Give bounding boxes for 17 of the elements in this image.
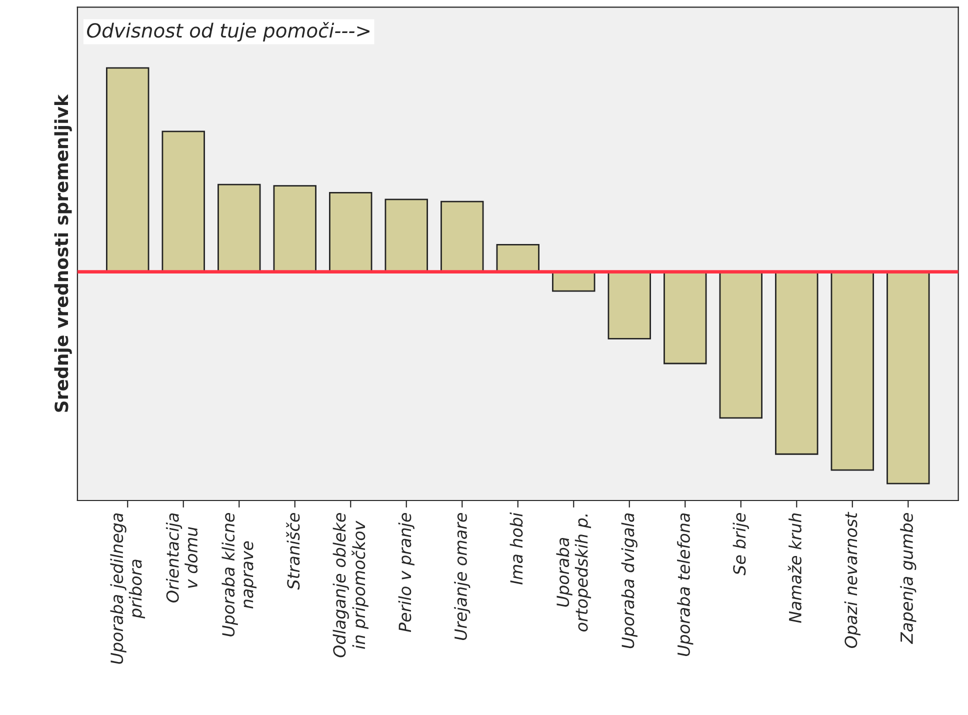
y-axis-title: Srednje vrednosti spremenljivk [54, 94, 72, 412]
x-tick-label: Uporaba jedilnega pribora [110, 513, 146, 664]
x-tick-label: Uporaba dvigala [621, 513, 638, 648]
x-tick-label: Zapenja gumbe [900, 513, 916, 644]
x-tick-label: Opazi nevarnost [844, 512, 860, 648]
x-tick-label: Odlaganje obleke in pripomočkov [332, 513, 368, 658]
x-tick-label: Perilo v pranje [398, 513, 414, 632]
x-tick-label: Ima hobi [510, 512, 523, 584]
x-tick-label: Urejanje omare [454, 513, 470, 640]
x-tick-label: Stranišče [286, 513, 300, 590]
x-tick-label: Namaže kruh [788, 513, 802, 623]
text: Odvisnost od tuje pomoči---> [87, 22, 370, 42]
x-tick-label: Orientacija v domu [166, 513, 198, 602]
x-tick-label: Se brije [732, 513, 749, 576]
x-tick-label: Uporaba klicne naprave [222, 513, 257, 636]
x-tick-label: Uporaba ortopedskih p. [556, 514, 592, 632]
x-tick-label: Uporaba telefona [677, 513, 694, 656]
